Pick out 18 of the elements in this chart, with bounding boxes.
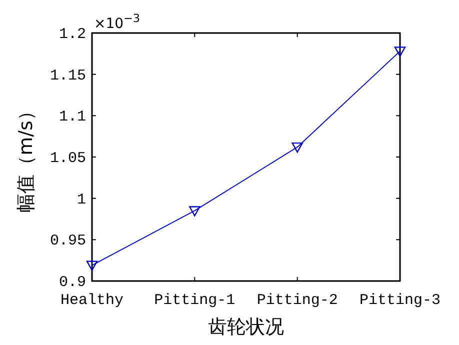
y-tick-label: 1.1 bbox=[58, 108, 86, 126]
x-axis-title: 齿轮状况 bbox=[208, 316, 284, 338]
x-tick-label: Pitting-1 bbox=[154, 292, 236, 309]
y-tick-label: 1.2 bbox=[58, 26, 86, 43]
x-tick-label: Pitting-2 bbox=[256, 292, 338, 309]
text: ×10$^{−3}$ bbox=[94, 12, 140, 32]
point bbox=[189, 206, 200, 216]
y-tick-label: 1.05 bbox=[50, 150, 86, 167]
y-tick-label: 0.95 bbox=[50, 232, 86, 250]
x-tick-label: Pitting-3 bbox=[359, 292, 441, 309]
point bbox=[394, 46, 406, 57]
x-tick-label: Healthy bbox=[60, 292, 124, 309]
y-axis-title: 幅值（m/s） bbox=[15, 102, 37, 212]
y-tick-label: 0.9 bbox=[58, 274, 86, 291]
y-tick-label: 1 bbox=[76, 191, 86, 208]
point bbox=[86, 260, 98, 271]
y-tick-label: 1.15 bbox=[50, 67, 86, 84]
point bbox=[292, 142, 303, 153]
